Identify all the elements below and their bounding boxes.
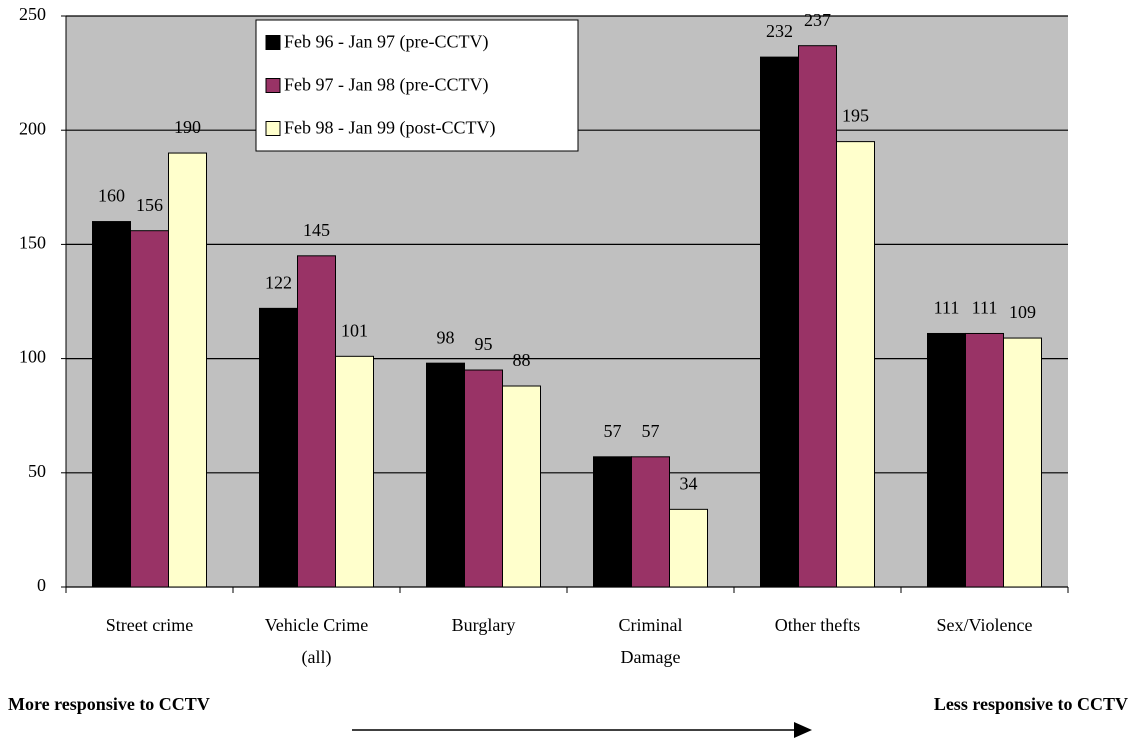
bar bbox=[760, 56, 799, 588]
y-tick-label: 200 bbox=[19, 118, 46, 138]
y-tick-label: 250 bbox=[19, 4, 46, 24]
data-label: 190 bbox=[174, 117, 201, 137]
legend-swatch bbox=[265, 35, 281, 50]
data-label: 57 bbox=[604, 421, 622, 441]
legend-swatch bbox=[265, 78, 281, 93]
data-label: 232 bbox=[766, 21, 793, 41]
y-tick-label: 100 bbox=[19, 347, 46, 367]
bar bbox=[130, 230, 169, 588]
y-tick-label: 50 bbox=[28, 461, 46, 481]
arrow-head bbox=[794, 722, 812, 738]
data-label: 101 bbox=[341, 320, 368, 340]
x-tick-label: Criminal Damage bbox=[618, 615, 683, 667]
bar bbox=[259, 307, 298, 588]
bar bbox=[335, 355, 374, 588]
annotation: Less responsive to CCTV bbox=[933, 694, 1128, 714]
data-label: 111 bbox=[972, 298, 998, 318]
data-label: 237 bbox=[804, 10, 831, 30]
data-label: 156 bbox=[136, 195, 163, 215]
legend-label: Feb 96 - Jan 97 (pre-CCTV) bbox=[284, 32, 488, 53]
data-label: 109 bbox=[1009, 302, 1036, 322]
x-tick-label: Other thefts bbox=[774, 615, 861, 635]
data-label: 160 bbox=[98, 186, 125, 206]
bar bbox=[798, 45, 837, 588]
x-tick-label: Burglary bbox=[451, 615, 516, 635]
data-label: 122 bbox=[265, 272, 292, 292]
data-label: 195 bbox=[842, 106, 869, 126]
x-tick-label: Vehicle Crime (all) bbox=[264, 615, 369, 667]
bar bbox=[502, 385, 541, 588]
bar bbox=[631, 456, 670, 588]
y-tick-label: 150 bbox=[19, 233, 46, 253]
legend: Feb 96 - Jan 97 (pre-CCTV) Feb 97 - Jan 9… bbox=[255, 19, 579, 152]
bar bbox=[92, 221, 131, 588]
legend-swatch bbox=[265, 121, 281, 136]
bar bbox=[168, 152, 207, 588]
data-label: 57 bbox=[642, 421, 660, 441]
data-label: 95 bbox=[475, 334, 493, 354]
bar bbox=[593, 456, 632, 588]
bar bbox=[669, 508, 708, 588]
x-tick-label: Street crime bbox=[105, 615, 194, 635]
bar bbox=[927, 332, 966, 588]
legend-label: Feb 97 - Jan 98 (pre-CCTV) bbox=[284, 75, 488, 96]
data-label: 98 bbox=[437, 327, 455, 347]
legend-box bbox=[255, 19, 579, 152]
bar bbox=[1003, 337, 1042, 588]
bar bbox=[297, 255, 336, 588]
x-tick-label: Sex/Violence bbox=[936, 615, 1033, 635]
bar bbox=[464, 369, 503, 588]
y-tick-label: 0 bbox=[37, 575, 46, 595]
bar bbox=[965, 332, 1004, 588]
legend-label: Feb 98 - Jan 99 (post-CCTV) bbox=[284, 118, 495, 139]
annotation: More responsive to CCTV bbox=[8, 694, 210, 714]
data-label: 111 bbox=[934, 298, 960, 318]
bar bbox=[426, 362, 465, 588]
bar bbox=[836, 141, 875, 588]
data-label: 145 bbox=[303, 220, 330, 240]
data-label: 34 bbox=[680, 473, 698, 493]
data-label: 88 bbox=[513, 350, 531, 370]
